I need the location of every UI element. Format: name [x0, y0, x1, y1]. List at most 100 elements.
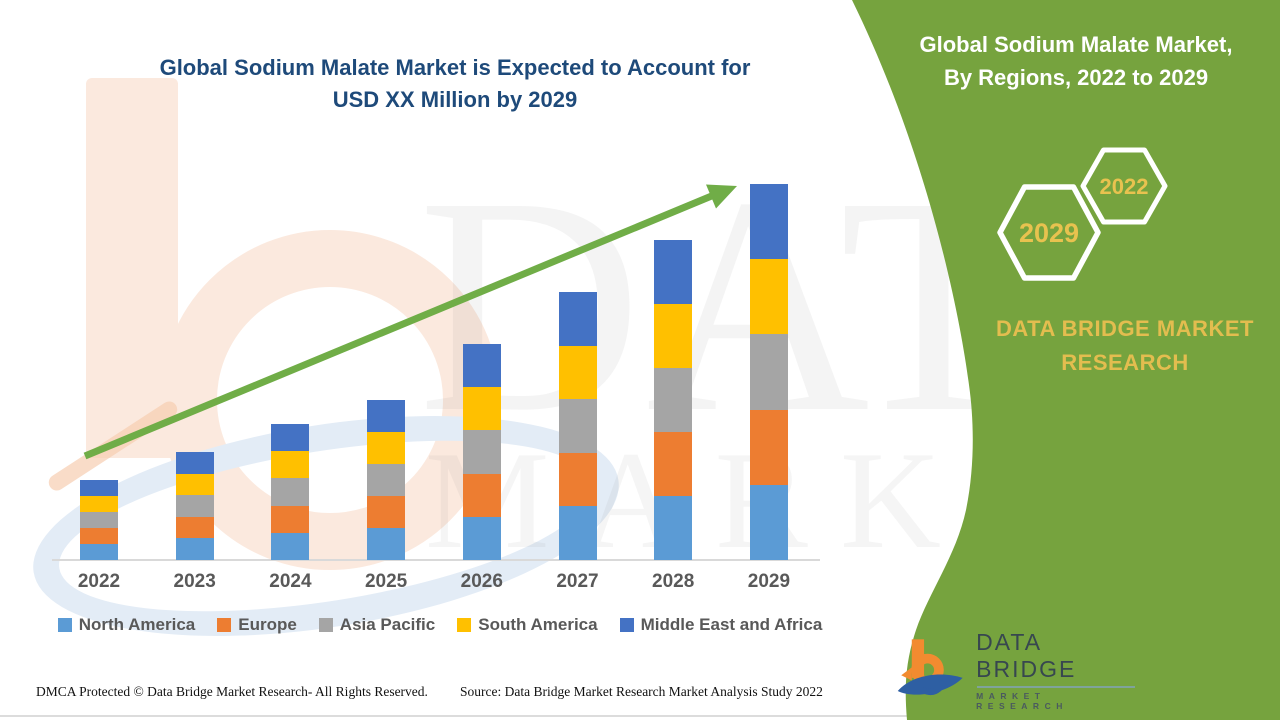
green-panel-shape [852, 0, 1280, 720]
bar-segment-north-america [558, 506, 597, 560]
bar-segment-south-america [80, 496, 118, 512]
x-axis-label-2024: 2024 [269, 571, 312, 592]
legend-item-europe: Europe [217, 615, 297, 635]
panel-brand-text: DATA BRIDGE MARKET RESEARCH [955, 312, 1280, 380]
legend-label: Middle East and Africa [640, 615, 823, 634]
logo-swoosh [897, 674, 963, 695]
hexagon-2022-outline [1080, 147, 1168, 225]
page-title-line2: USD XX Million by 2029 [332, 87, 578, 112]
bottom-divider-line [0, 715, 912, 717]
bar-segment-north-america [654, 496, 693, 560]
stacked-bar-2025 [367, 400, 406, 560]
bar-segment-middle-east-and-africa [558, 292, 597, 346]
page-title: Global Sodium Malate Market is Expected … [125, 52, 785, 116]
bar-segment-north-america [175, 538, 214, 560]
bar-segment-south-america [175, 473, 214, 496]
logo-swoosh-tail [920, 679, 947, 696]
bar-segment-asia-pacific [175, 495, 214, 517]
bar-segment-north-america [749, 484, 788, 560]
x-axis-label-2022: 2022 [77, 571, 121, 592]
legend-swatch-icon [318, 618, 333, 632]
legend-label: North America [78, 615, 196, 634]
legend-item-asia-pacific: Asia Pacific [318, 615, 436, 635]
hexagon-2029-label: 2029 [1019, 218, 1079, 248]
panel-heading-line1: Global Sodium Malate Market, [919, 32, 1233, 57]
panel-brand-line2: RESEARCH [1061, 350, 1189, 375]
stacked-bar-2023 [175, 452, 214, 560]
legend-swatch-icon [457, 618, 472, 632]
legend-label: Europe [238, 615, 297, 634]
panel-heading: Global Sodium Malate Market, By Regions,… [880, 28, 1272, 94]
bar-segment-north-america [462, 516, 501, 560]
x-axis-line [52, 559, 820, 561]
bar-segment-asia-pacific [654, 368, 693, 432]
legend-label: South America [478, 615, 598, 634]
logo-subtitle: MARKET RESEARCH [976, 691, 1068, 711]
bar-segment-north-america [271, 532, 310, 560]
stacked-bar-2022 [80, 480, 118, 560]
dmca-notice: DMCA Protected © Data Bridge Market Rese… [36, 684, 428, 699]
data-bridge-logo-icon [897, 639, 963, 696]
legend-item-middle-east-and-africa: Middle East and Africa [619, 615, 823, 635]
logo-name: DATA BRIDGE [976, 629, 1077, 682]
chart-legend: North America Europe Asia Pacific South Ame… [40, 615, 840, 635]
stacked-bar-2026 [462, 344, 501, 560]
bar-segment-asia-pacific [462, 430, 501, 474]
hexagon-2029-outline [997, 184, 1101, 281]
data-bridge-logo: DATA BRIDGE MARKET RESEARCH [896, 629, 1136, 711]
stacked-bar-2029 [749, 184, 788, 560]
bar-segment-asia-pacific [367, 464, 406, 496]
page-title-line1: Global Sodium Malate Market is Expected … [159, 55, 751, 80]
bar-segment-south-america [749, 259, 788, 335]
bar-segment-middle-east-and-africa [462, 344, 501, 388]
bar-segment-europe [558, 452, 597, 507]
bar-segment-south-america [462, 387, 501, 431]
logo-text-block: DATA BRIDGE MARKET RESEARCH [976, 629, 1136, 711]
panel-heading-line2: By Regions, 2022 to 2029 [943, 65, 1209, 90]
bar-segment-middle-east-and-africa [175, 452, 214, 474]
x-axis-label-2025: 2025 [364, 571, 408, 592]
bar-segment-asia-pacific [749, 334, 788, 410]
bar-segment-south-america [558, 345, 597, 400]
hexagon-2022-label: 2022 [1100, 174, 1149, 199]
x-axis-label-2023: 2023 [173, 571, 216, 592]
bar-segment-asia-pacific [80, 512, 118, 528]
x-axis-label-2028: 2028 [652, 571, 695, 592]
bar-segment-south-america [367, 432, 406, 464]
year-hexagons: 2029 2022 [997, 147, 1168, 281]
bar-segment-south-america [271, 451, 310, 479]
panel-brand-line1: DATA BRIDGE MARKET [996, 316, 1254, 341]
bar-segment-europe [271, 505, 310, 533]
bar-segment-middle-east-and-africa [749, 184, 788, 260]
legend-swatch-icon [619, 618, 634, 632]
stacked-bar-2027 [558, 292, 597, 560]
stacked-bar-2028 [654, 240, 693, 560]
bar-segment-europe [367, 496, 406, 528]
bar-segment-middle-east-and-africa [367, 400, 406, 432]
bar-segment-europe [175, 516, 214, 539]
x-axis-label-2026: 2026 [460, 571, 503, 592]
legend-item-north-america: North America [57, 615, 196, 635]
legend-swatch-icon [57, 618, 72, 632]
legend-swatch-icon [217, 618, 232, 632]
bar-segment-north-america [367, 528, 406, 560]
logo-wedge [901, 667, 912, 681]
bar-segment-south-america [654, 304, 693, 368]
x-axis-label-2029: 2029 [747, 571, 791, 592]
bar-segment-asia-pacific [271, 478, 310, 506]
legend-label: Asia Pacific [339, 615, 436, 634]
source-note: Source: Data Bridge Market Research Mark… [460, 684, 823, 699]
bar-segment-asia-pacific [558, 399, 597, 453]
bar-segment-europe [654, 432, 693, 496]
logo-rule [977, 686, 1136, 688]
bar-segment-middle-east-and-africa [654, 240, 693, 304]
bar-segment-north-america [80, 544, 118, 560]
stacked-bar-2024 [271, 424, 310, 560]
bar-segment-middle-east-and-africa [271, 424, 310, 452]
x-axis-label-2027: 2027 [556, 571, 599, 592]
bar-segment-europe [462, 473, 501, 517]
bar-segment-middle-east-and-africa [80, 480, 118, 496]
bar-segment-europe [80, 528, 118, 544]
